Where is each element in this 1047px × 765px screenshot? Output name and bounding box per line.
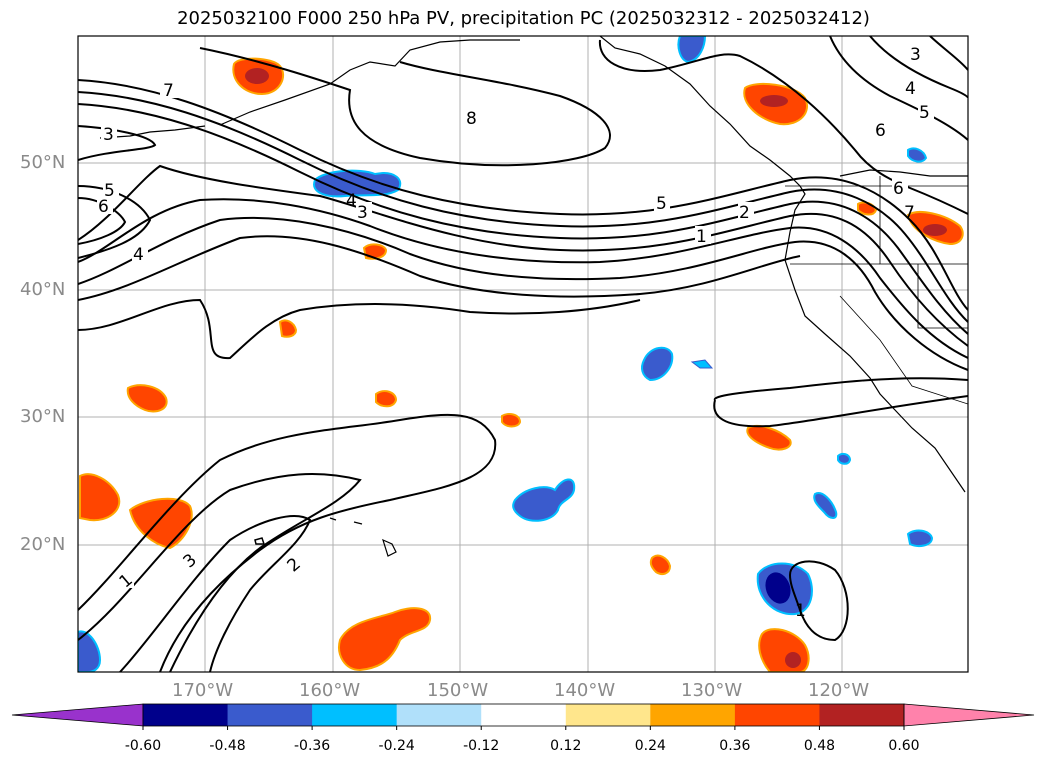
map-title: 2025032100 F000 250 hPa PV, precipitatio…: [177, 8, 870, 29]
lon-label-120w: 120°W: [808, 680, 870, 701]
contour-label: 6: [893, 179, 904, 199]
colorbar-ticks: [142, 726, 905, 730]
map-frame: [77, 35, 969, 673]
contour-label: 3: [910, 45, 921, 65]
colorbar-frame: [142, 703, 905, 727]
lon-label-160w: 160°W: [299, 680, 361, 701]
contour-label: 4: [905, 79, 916, 99]
lat-label-40n: 40°N: [20, 279, 66, 300]
precip-positive-blobs: [79, 57, 964, 672]
colorbar-tick-label: 0.12: [550, 738, 582, 754]
lat-label-20n: 20°N: [20, 534, 66, 555]
lon-label-150w: 150°W: [427, 680, 489, 701]
colorbar-segment: [396, 704, 482, 726]
contour-label: 7: [904, 203, 915, 223]
colorbar-extend-high: [903, 703, 1035, 727]
colorbar-extend-low: [11, 703, 144, 727]
contour-label: 5: [104, 181, 115, 201]
colorbar-tick-label: 0.48: [803, 738, 836, 754]
colorbar-tick-label: 0.24: [634, 738, 666, 754]
colorbar: [11, 703, 1035, 730]
contour-label: 6: [98, 197, 109, 217]
colorbar-segment: [227, 704, 313, 726]
contour-label: 3: [103, 125, 114, 145]
lat-label-30n: 30°N: [20, 406, 66, 427]
contour-label: 4: [346, 191, 357, 211]
contour-label: 3: [357, 203, 368, 223]
colorbar-tick-label: -0.60: [124, 738, 162, 754]
lon-label-170w: 170°W: [172, 680, 234, 701]
lon-label-140w: 140°W: [554, 680, 616, 701]
contour-label: 5: [656, 194, 667, 214]
precip-negative-blobs: [78, 36, 934, 672]
lon-label-130w: 130°W: [681, 680, 743, 701]
contour-label: 1: [795, 601, 806, 621]
contour-label: 1: [696, 227, 707, 247]
colorbar-segment: [819, 704, 905, 726]
colorbar-tick-label: -0.36: [293, 738, 331, 754]
colorbar-segment: [143, 704, 229, 726]
colorbar-tick-label: 0.36: [719, 738, 751, 754]
contour-label: 2: [739, 203, 750, 223]
lat-label-50n: 50°N: [20, 152, 66, 173]
colorbar-segment: [565, 704, 651, 726]
map-background: [78, 36, 968, 672]
colorbar-segment: [481, 704, 567, 726]
contour-label: 5: [919, 103, 930, 123]
colorbar-segment: [650, 704, 736, 726]
map-panel: 7 8 3 5 6 4 4 3 5 2 1 4 5 6 3 6 7 1 3 2 …: [77, 35, 969, 673]
colorbar-segments: [11, 703, 1035, 727]
contour-label: 4: [133, 245, 144, 265]
colorbar-segment: [312, 704, 398, 726]
contour-label: 7: [163, 81, 174, 101]
colorbar-tick-label: -0.12: [463, 738, 500, 754]
graticule: [78, 36, 968, 672]
contour-label: 8: [466, 109, 477, 129]
pv-contours: [78, 36, 968, 672]
colorbar-segment: [734, 704, 820, 726]
colorbar-tick-label: 0.60: [888, 738, 920, 754]
colorbar-tick-label: -0.24: [378, 738, 415, 754]
colorbar-tick-label: -0.48: [209, 738, 246, 754]
coastlines: [99, 36, 968, 557]
contour-labels: 7 8 3 5 6 4 4 3 5 2 1 4 5 6 3 6 7 1 3 2 …: [97, 44, 934, 621]
contour-label: 6: [875, 121, 886, 141]
